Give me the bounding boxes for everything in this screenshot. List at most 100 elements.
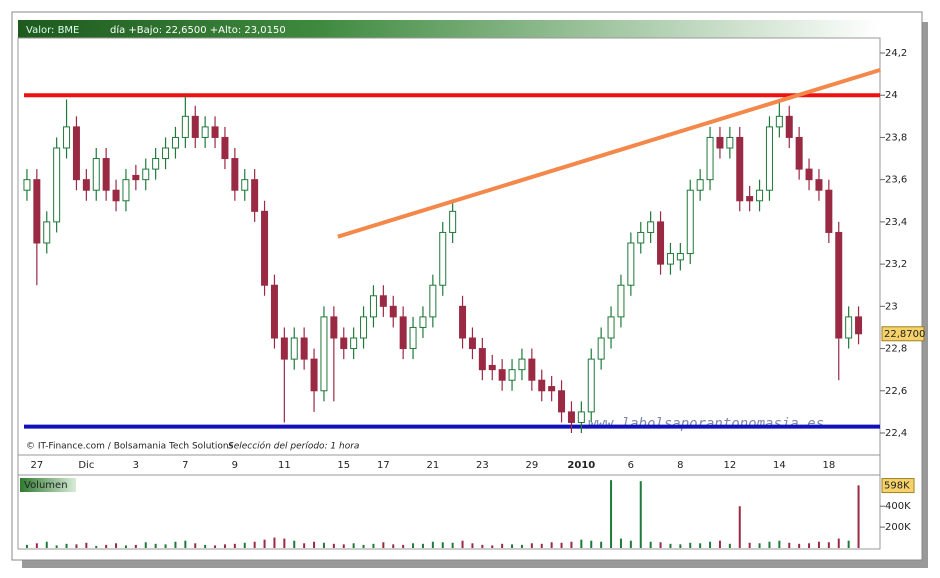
volume-bar — [718, 540, 721, 548]
candle-body — [785, 115, 793, 138]
y-tick-label: 24 — [885, 90, 898, 101]
candle-body — [340, 337, 348, 350]
y-tick-label: 23,4 — [885, 217, 907, 228]
volume-bar — [115, 543, 118, 548]
x-tick-label: 18 — [822, 460, 835, 471]
volume-bar — [699, 543, 702, 548]
volume-bar — [610, 480, 613, 548]
candle-body — [726, 136, 734, 149]
credit: © IT-Finance.com / Bolsamania Tech Solut… — [26, 442, 234, 452]
volume-bar — [134, 544, 137, 548]
candle-body — [775, 115, 783, 128]
volume-bar — [372, 543, 375, 548]
candle-body — [597, 337, 605, 360]
volume-bar — [243, 542, 246, 548]
volume-max-label: 598K — [884, 481, 910, 492]
volume-bar — [649, 541, 652, 548]
candle-body — [191, 115, 199, 138]
candle-body — [152, 158, 160, 170]
candle-body — [360, 316, 368, 339]
volume-bar — [293, 540, 296, 548]
volume-bar — [580, 539, 583, 548]
y-tick-label: 23 — [885, 301, 898, 312]
candle-body — [686, 189, 694, 255]
volume-bar — [461, 540, 464, 548]
candle-body — [350, 337, 358, 350]
volume-bar — [105, 544, 108, 548]
candle-body — [162, 147, 170, 160]
volume-bar — [451, 542, 454, 548]
volume-bar — [194, 543, 197, 548]
candle-body — [92, 158, 100, 191]
volume-bar — [214, 545, 217, 548]
candle-body — [488, 364, 496, 371]
candle-body — [825, 189, 833, 233]
volume-bar — [35, 543, 38, 548]
volume-max-box — [881, 478, 915, 494]
volume-bar — [619, 538, 622, 548]
volume-bar — [550, 542, 553, 548]
candle-body — [736, 136, 744, 202]
y-tick-label: 22,8 — [885, 344, 907, 355]
candle-body — [577, 411, 585, 423]
volume-bar — [511, 544, 514, 548]
volume-bar — [748, 542, 751, 548]
y-tick-label: 22,4 — [885, 428, 907, 439]
candle-body — [666, 253, 674, 265]
candle-body — [280, 337, 288, 360]
volume-bar — [798, 543, 801, 548]
candle-body — [132, 174, 140, 181]
x-tick-label: 9 — [232, 460, 238, 471]
volume-bar — [124, 545, 127, 548]
candle-body — [181, 115, 189, 138]
volume-bar — [303, 543, 306, 548]
y-tick-label: 23,8 — [885, 132, 907, 143]
candle-body — [231, 158, 239, 191]
volume-bar — [144, 542, 147, 548]
volume-bar — [45, 541, 48, 548]
volume-bar — [758, 543, 761, 548]
volume-bar — [164, 544, 167, 548]
candle-body — [627, 242, 635, 286]
candle-body — [23, 179, 31, 191]
candle-body — [696, 179, 704, 191]
x-tick-label: 2010 — [567, 460, 595, 471]
candle-body — [221, 136, 229, 160]
volume-bar — [273, 537, 276, 548]
x-tick-label: 8 — [677, 460, 683, 471]
volume-bar — [204, 544, 207, 548]
x-tick-label: 14 — [773, 460, 786, 471]
watermark: www.labolsaporantonomasia.es — [588, 416, 824, 432]
candle-body — [607, 316, 615, 339]
volume-label-box — [20, 478, 76, 492]
volume-bar — [441, 542, 444, 548]
candle-body — [379, 295, 387, 307]
volume-bar — [857, 485, 860, 548]
candle-body — [468, 337, 476, 350]
trend-line — [337, 67, 881, 239]
volume-bar — [174, 541, 177, 548]
y-tick-label: 23,6 — [885, 175, 907, 186]
volume-plot — [17, 474, 881, 550]
volume-bar — [184, 540, 187, 548]
candle-body — [419, 316, 427, 328]
candle-body — [320, 316, 328, 392]
candle-body — [567, 411, 575, 423]
last-price-label: 22,8700 — [884, 329, 925, 340]
volume-bar — [808, 543, 811, 548]
volume-bar — [313, 541, 316, 548]
candle-body — [756, 189, 764, 202]
candle-body — [508, 369, 516, 381]
volume-bar — [322, 542, 325, 548]
candle-body — [53, 147, 61, 223]
volume-bar — [65, 543, 68, 548]
candle-body — [251, 179, 259, 212]
candle-body — [518, 358, 526, 371]
x-tick-label: Dic — [78, 460, 94, 471]
candle-body — [82, 179, 90, 191]
volume-bar — [560, 542, 563, 548]
y-tick-label: 23,2 — [885, 259, 907, 270]
volume-bar — [768, 541, 771, 548]
last-price-box — [881, 326, 925, 342]
volume-bar — [530, 543, 533, 548]
